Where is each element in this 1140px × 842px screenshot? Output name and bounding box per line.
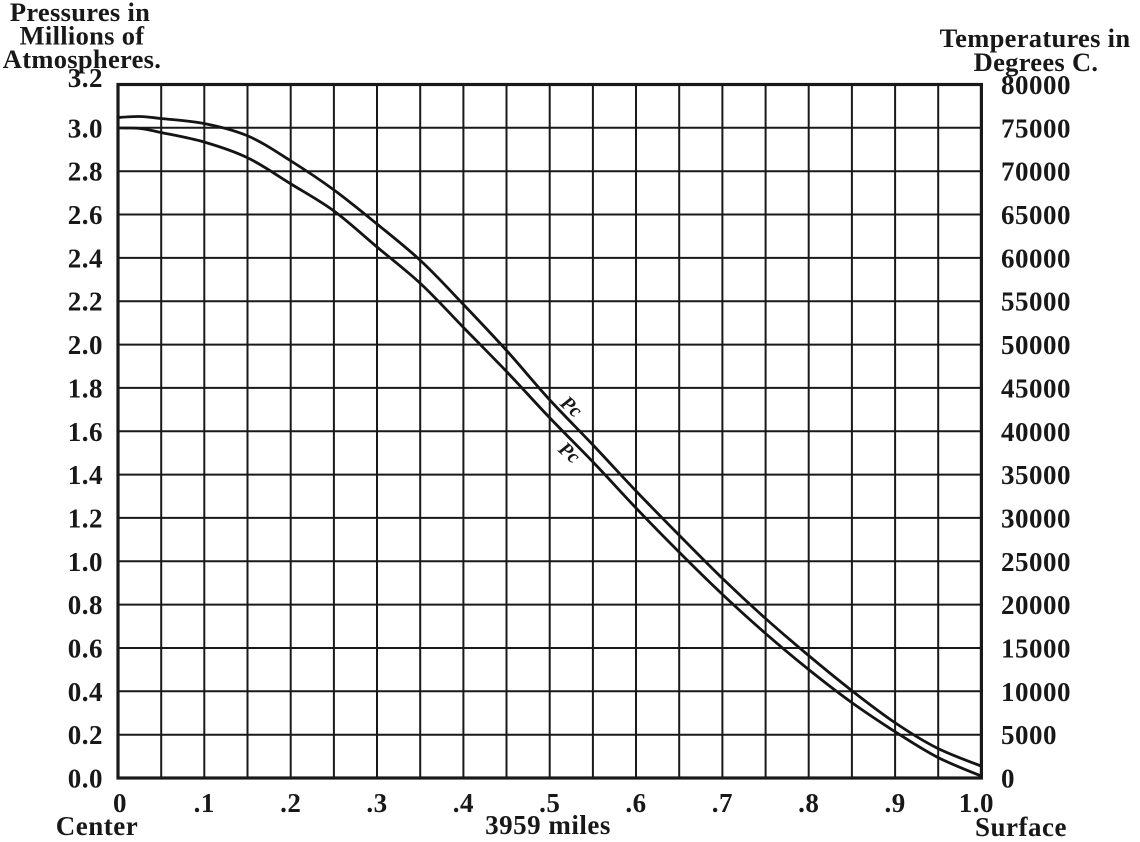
svg-text:10000: 10000	[1001, 677, 1071, 707]
svg-text:35000: 35000	[1001, 460, 1071, 490]
svg-text:70000: 70000	[1001, 157, 1071, 187]
svg-text:.3: .3	[366, 788, 387, 818]
svg-text:0.0: 0.0	[68, 764, 103, 794]
svg-text:45000: 45000	[1001, 373, 1071, 403]
svg-text:3.2: 3.2	[68, 63, 103, 93]
svg-text:0.8: 0.8	[68, 590, 103, 620]
svg-text:55000: 55000	[1001, 287, 1071, 317]
svg-text:2.6: 2.6	[68, 200, 103, 230]
svg-text:Atmospheres.: Atmospheres.	[3, 44, 161, 74]
svg-text:25000: 25000	[1001, 547, 1071, 577]
svg-text:.1: .1	[194, 788, 215, 818]
svg-text:0: 0	[1001, 764, 1015, 794]
svg-text:0: 0	[113, 788, 127, 818]
svg-text:30000: 30000	[1001, 503, 1071, 533]
svg-text:Pc: Pc	[553, 437, 584, 468]
svg-text:75000: 75000	[1001, 113, 1071, 143]
svg-text:2.4: 2.4	[68, 243, 103, 273]
svg-text:.4: .4	[453, 788, 474, 818]
svg-text:Millions of: Millions of	[20, 21, 146, 51]
svg-text:1.4: 1.4	[68, 460, 103, 490]
svg-text:.8: .8	[798, 788, 819, 818]
svg-text:2.0: 2.0	[68, 330, 103, 360]
svg-text:0.6: 0.6	[68, 634, 103, 664]
svg-text:20000: 20000	[1001, 590, 1071, 620]
svg-text:5000: 5000	[1001, 720, 1057, 750]
svg-text:1.2: 1.2	[68, 503, 103, 533]
svg-text:.2: .2	[280, 788, 301, 818]
svg-text:.9: .9	[884, 788, 905, 818]
svg-text:.6: .6	[625, 788, 646, 818]
svg-text:15000: 15000	[1001, 634, 1071, 664]
svg-text:Pressures in: Pressures in	[10, 0, 150, 27]
svg-text:3959 miles: 3959 miles	[485, 810, 611, 840]
svg-text:3.0: 3.0	[68, 113, 103, 143]
svg-text:1.6: 1.6	[68, 417, 103, 447]
svg-text:60000: 60000	[1001, 243, 1071, 273]
svg-text:1.0: 1.0	[68, 547, 103, 577]
svg-text:2.2: 2.2	[68, 287, 103, 317]
svg-text:40000: 40000	[1001, 417, 1071, 447]
svg-text:Surface: Surface	[975, 812, 1067, 842]
svg-text:2.8: 2.8	[68, 157, 103, 187]
svg-text:Center: Center	[56, 811, 138, 841]
svg-text:Pc: Pc	[555, 391, 586, 422]
svg-text:0.4: 0.4	[68, 677, 103, 707]
svg-text:80000: 80000	[1001, 70, 1071, 100]
svg-text:0.2: 0.2	[68, 720, 103, 750]
svg-text:1.8: 1.8	[68, 373, 103, 403]
svg-text:.5: .5	[539, 788, 560, 818]
svg-text:Temperatures in: Temperatures in	[940, 23, 1131, 53]
svg-text:1.0: 1.0	[959, 788, 994, 818]
svg-text:Degrees C.: Degrees C.	[974, 47, 1099, 77]
svg-text:.7: .7	[712, 788, 733, 818]
svg-text:50000: 50000	[1001, 330, 1071, 360]
svg-text:65000: 65000	[1001, 200, 1071, 230]
